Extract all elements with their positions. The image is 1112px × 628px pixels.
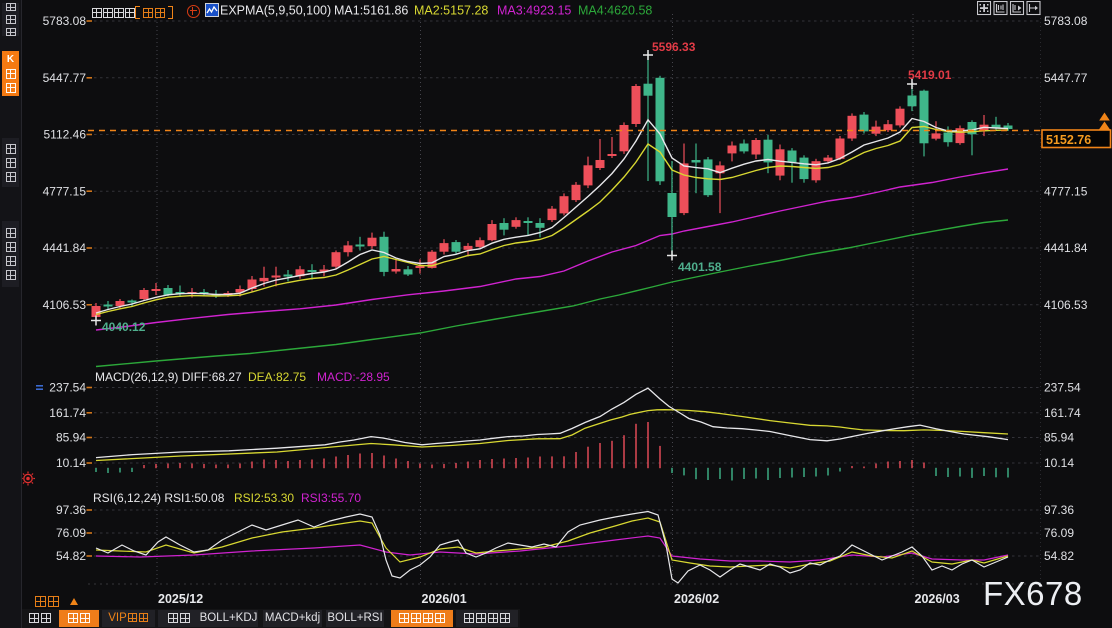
svg-text:76.09: 76.09 bbox=[1044, 526, 1074, 540]
svg-text:237.54: 237.54 bbox=[1044, 381, 1081, 395]
svg-text:54.82: 54.82 bbox=[1044, 549, 1074, 563]
svg-text:4106.53: 4106.53 bbox=[1044, 298, 1088, 312]
svg-text:4777.15: 4777.15 bbox=[1044, 184, 1088, 198]
svg-text:RSI2:53.30: RSI2:53.30 bbox=[234, 491, 294, 505]
svg-text:10.14: 10.14 bbox=[56, 456, 86, 470]
svg-text:EXPMA(5,9,50,100): EXPMA(5,9,50,100) bbox=[220, 4, 331, 18]
svg-text:5783.08: 5783.08 bbox=[43, 14, 87, 28]
svg-text:4777.15: 4777.15 bbox=[43, 184, 87, 198]
svg-text:MACD(26,12,9) DIFF:68.27: MACD(26,12,9) DIFF:68.27 bbox=[95, 370, 242, 384]
svg-text:161.74: 161.74 bbox=[1044, 406, 1081, 420]
svg-text:5112.46: 5112.46 bbox=[44, 128, 87, 142]
svg-text:5152.76: 5152.76 bbox=[1046, 133, 1091, 147]
svg-text:DEA:82.75: DEA:82.75 bbox=[248, 370, 306, 384]
svg-text:MA4:4620.58: MA4:4620.58 bbox=[578, 4, 652, 18]
svg-text:5447.77: 5447.77 bbox=[43, 71, 87, 85]
svg-text:5447.77: 5447.77 bbox=[1044, 71, 1088, 85]
svg-text:MA3:4923.15: MA3:4923.15 bbox=[497, 4, 571, 18]
svg-text:2026/01: 2026/01 bbox=[422, 592, 467, 606]
svg-text:4441.84: 4441.84 bbox=[43, 241, 87, 255]
svg-text:76.09: 76.09 bbox=[56, 526, 86, 540]
svg-text:2025/12: 2025/12 bbox=[158, 592, 203, 606]
svg-text:4040.12: 4040.12 bbox=[102, 320, 146, 334]
svg-text:MA1:5161.86: MA1:5161.86 bbox=[334, 4, 408, 18]
svg-text:5596.33: 5596.33 bbox=[652, 40, 696, 54]
svg-text:5419.01: 5419.01 bbox=[908, 68, 952, 82]
svg-text:54.82: 54.82 bbox=[56, 549, 86, 563]
svg-text:237.54: 237.54 bbox=[49, 381, 86, 395]
svg-text:RSI3:55.70: RSI3:55.70 bbox=[301, 491, 361, 505]
svg-text:85.94: 85.94 bbox=[56, 431, 86, 445]
svg-text:RSI(6,12,24) RSI1:50.08: RSI(6,12,24) RSI1:50.08 bbox=[93, 491, 225, 505]
svg-text:4106.53: 4106.53 bbox=[43, 298, 87, 312]
svg-text:97.36: 97.36 bbox=[56, 503, 86, 517]
svg-text:4441.84: 4441.84 bbox=[1044, 241, 1088, 255]
svg-text:MACD:-28.95: MACD:-28.95 bbox=[317, 370, 390, 384]
svg-text:85.94: 85.94 bbox=[1044, 431, 1074, 445]
svg-text:97.36: 97.36 bbox=[1044, 503, 1074, 517]
svg-text:2026/03: 2026/03 bbox=[915, 592, 960, 606]
svg-text:4401.58: 4401.58 bbox=[678, 260, 722, 274]
svg-text:5783.08: 5783.08 bbox=[1044, 14, 1088, 28]
svg-text:161.74: 161.74 bbox=[49, 406, 86, 420]
svg-text:10.14: 10.14 bbox=[1044, 456, 1074, 470]
svg-text:MA2:5157.28: MA2:5157.28 bbox=[414, 4, 488, 18]
svg-text:2026/02: 2026/02 bbox=[674, 592, 719, 606]
